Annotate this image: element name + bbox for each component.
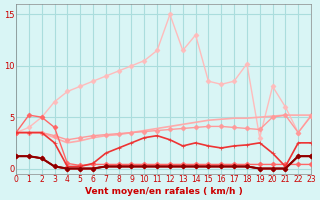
X-axis label: Vent moyen/en rafales ( km/h ): Vent moyen/en rafales ( km/h ) — [85, 187, 243, 196]
